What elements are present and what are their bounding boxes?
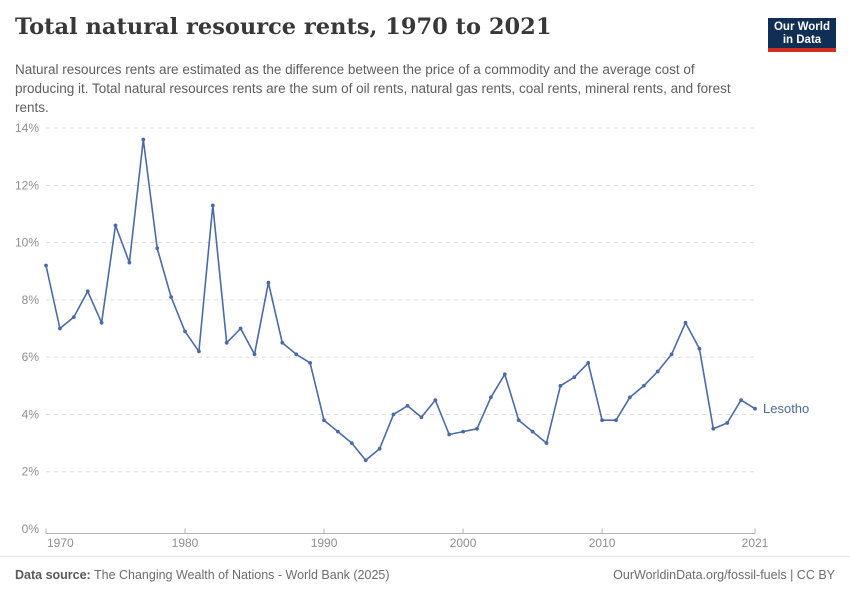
data-point-2000[interactable]	[461, 429, 465, 434]
data-source-text: The Changing Wealth of Nations - World B…	[90, 568, 390, 582]
footer-link[interactable]: OurWorldinData.org/fossil-fuels | CC BY	[613, 568, 835, 582]
data-point-1972[interactable]	[71, 315, 76, 319]
y-tick-label-2: 2%	[22, 465, 40, 479]
data-point-1983[interactable]	[224, 340, 229, 345]
data-line-lesotho[interactable]	[45, 138, 756, 462]
data-point-1975[interactable]	[113, 223, 118, 228]
data-point-2013[interactable]	[641, 383, 646, 388]
page-title: Total natural resource rents, 1970 to 20…	[15, 14, 552, 40]
data-point-1979[interactable]	[169, 295, 174, 299]
data-point-1991[interactable]	[336, 429, 340, 434]
data-point-1987[interactable]	[280, 340, 285, 345]
data-point-2006[interactable]	[544, 441, 549, 445]
data-source: Data source: The Changing Wealth of Nati…	[15, 568, 390, 582]
data-point-2002[interactable]	[489, 395, 493, 400]
y-tick-label-0: 0%	[22, 522, 40, 536]
data-point-1978[interactable]	[155, 246, 160, 251]
y-tick-label-14: 14%	[15, 121, 39, 135]
data-point-1998[interactable]	[433, 398, 438, 402]
x-tick-label-2010: 2010	[589, 536, 616, 550]
data-point-2012[interactable]	[628, 395, 632, 400]
data-point-1982[interactable]	[210, 203, 215, 208]
data-point-1973[interactable]	[85, 289, 90, 294]
y-tick-label-6: 6%	[22, 350, 40, 364]
series-label-lesotho[interactable]: Lesotho	[763, 401, 810, 416]
data-point-1988[interactable]	[294, 352, 299, 357]
data-point-1992[interactable]	[349, 441, 354, 445]
data-point-2020[interactable]	[739, 398, 743, 402]
data-point-2014[interactable]	[655, 369, 660, 374]
data-point-2008[interactable]	[572, 375, 577, 380]
x-tick-label-2021: 2021	[742, 536, 769, 550]
y-tick-label-8: 8%	[22, 293, 40, 307]
data-point-1981[interactable]	[197, 349, 201, 354]
owid-logo[interactable]: Our World in Data	[768, 18, 836, 52]
data-point-1976[interactable]	[127, 260, 132, 265]
data-point-1971[interactable]	[58, 326, 62, 331]
data-point-2003[interactable]	[502, 372, 507, 377]
data-point-1993[interactable]	[363, 458, 368, 463]
data-point-1989[interactable]	[308, 361, 312, 365]
owid-logo-line1: Our World	[773, 21, 830, 33]
data-point-2015[interactable]	[669, 352, 674, 357]
owid-logo-line2: in Data	[782, 33, 822, 46]
y-tick-label-12: 12%	[15, 178, 39, 192]
data-point-2016[interactable]	[683, 320, 688, 325]
data-point-1980[interactable]	[183, 329, 187, 334]
data-point-2005[interactable]	[530, 429, 535, 434]
data-point-1970[interactable]	[44, 263, 48, 268]
data-point-2007[interactable]	[558, 383, 563, 388]
data-point-1984[interactable]	[238, 326, 243, 331]
data-point-1996[interactable]	[405, 403, 410, 408]
data-point-1997[interactable]	[419, 415, 424, 420]
data-point-1994[interactable]	[377, 446, 382, 451]
data-point-2019[interactable]	[725, 421, 730, 425]
footer-divider	[0, 556, 850, 557]
data-point-1990[interactable]	[322, 418, 326, 423]
data-point-2010[interactable]	[600, 418, 604, 423]
y-tick-label-4: 4%	[22, 407, 40, 421]
data-point-1995[interactable]	[391, 412, 396, 417]
chart-canvas[interactable]: 0% 2% 4% 6% 8% 10% 12% 14% 1970 1980 1990 2000 2010 2…	[0, 115, 850, 560]
data-point-1986[interactable]	[266, 280, 271, 285]
x-tick-label-2000: 2000	[450, 536, 477, 550]
data-point-2001[interactable]	[475, 426, 479, 431]
data-point-1999[interactable]	[447, 432, 452, 437]
data-source-label: Data source:	[15, 568, 91, 582]
data-point-2018[interactable]	[711, 426, 716, 431]
data-point-1974[interactable]	[99, 320, 104, 325]
data-point-1985[interactable]	[252, 352, 257, 357]
data-point-2009[interactable]	[586, 361, 591, 365]
x-tick-label-1990: 1990	[311, 536, 338, 550]
data-point-2004[interactable]	[516, 418, 521, 423]
data-point-2021[interactable]	[753, 406, 757, 411]
x-tick-label-1980: 1980	[172, 536, 199, 550]
x-tick-label-1970: 1970	[47, 536, 74, 550]
y-tick-label-10: 10%	[15, 236, 39, 250]
data-point-2011[interactable]	[614, 418, 618, 423]
data-point-1977[interactable]	[141, 137, 146, 142]
data-point-2017[interactable]	[697, 346, 702, 351]
chart-subtitle: Natural resources rents are estimated as…	[15, 62, 731, 116]
